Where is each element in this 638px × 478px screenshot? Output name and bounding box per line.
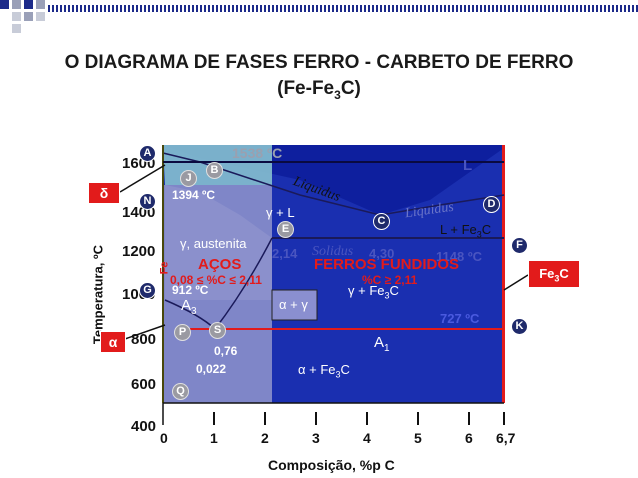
label-L: L xyxy=(463,157,473,174)
label-ferros-fundidos: FERROS FUNDIDOS xyxy=(314,256,460,273)
label-fe-vertical: Fe xyxy=(158,261,171,275)
label-1394: 1394 ºC xyxy=(172,188,216,202)
label-912: 912 ºC xyxy=(172,283,209,297)
point-J: J xyxy=(180,170,197,187)
point-K: K xyxy=(511,318,528,335)
page-title-line2: (Fe-Fe3C) xyxy=(277,78,361,102)
label-2-14: 2,14 xyxy=(272,246,298,261)
x-tick-6-7: 6,7 xyxy=(496,430,516,446)
x-ticks xyxy=(213,412,505,425)
label-0-022: 0,022 xyxy=(196,362,227,376)
x-tick-5: 5 xyxy=(414,430,422,446)
label-ferros-range: %C ≥ 2,11 xyxy=(362,273,418,287)
point-A: A xyxy=(139,145,156,162)
corner-decoration xyxy=(0,0,60,36)
point-E: E xyxy=(277,221,294,238)
label-4-30: 4,30 xyxy=(369,246,395,261)
x-tick-6: 6 xyxy=(465,430,473,446)
acm-curve xyxy=(214,237,273,330)
x-tick-2: 2 xyxy=(261,430,269,446)
liquidus-line xyxy=(162,152,505,216)
label-gamma-Fe3C: γ + Fe3C xyxy=(348,283,399,301)
point-D: D xyxy=(483,196,500,213)
cementite-line xyxy=(502,145,505,403)
alpha-box: α xyxy=(100,331,126,353)
label-alpha-gamma: α + γ xyxy=(279,297,308,312)
fe3c-box: Fe3C xyxy=(528,260,580,288)
x-axis-title: Composição, %p C xyxy=(268,457,395,473)
label-gamma-L: γ + L xyxy=(266,205,295,220)
point-S: S xyxy=(209,322,226,339)
label-1538: 1538 ºC xyxy=(232,145,283,161)
label-0-76: 0,76 xyxy=(214,344,238,358)
label-A3: A3 xyxy=(181,297,197,317)
label-solidus: Solidus xyxy=(312,244,354,259)
point-G: G xyxy=(139,282,156,299)
austenite-upper xyxy=(165,185,272,300)
x-tick-4: 4 xyxy=(363,430,371,446)
label-gamma-austenita: γ, austenita xyxy=(180,236,247,251)
point-B: B xyxy=(206,162,223,179)
page-title-line1: O DIAGRAMA DE FASES FERRO - CARBETO DE F… xyxy=(64,52,574,73)
label-1148: 1148 ºC xyxy=(436,249,482,264)
alpha-gamma-box xyxy=(271,289,318,321)
y-tick-600: 600 xyxy=(131,376,157,393)
label-acos: AÇOS xyxy=(198,256,242,273)
label-alpha-Fe3C: α + Fe3C xyxy=(298,362,350,380)
point-P: P xyxy=(174,324,191,341)
x-tick-0: 0 xyxy=(160,430,168,446)
label-L-Fe3C: L + Fe3C xyxy=(440,222,492,240)
label-A1: A1 xyxy=(374,334,390,354)
y-tick-400: 400 xyxy=(131,418,157,435)
delta-box: δ xyxy=(88,182,120,204)
x-tick-3: 3 xyxy=(312,430,320,446)
point-Q: Q xyxy=(172,383,189,400)
point-C: C xyxy=(373,213,390,230)
y-tick-1200: 1200 xyxy=(122,243,156,260)
x-tick-1: 1 xyxy=(210,430,218,446)
point-N: N xyxy=(139,193,156,210)
header-stripe xyxy=(48,5,638,12)
label-acos-range: 0,08 ≤ %C ≤ 2,11 xyxy=(170,273,262,287)
y-tick-800: 800 xyxy=(131,331,157,348)
label-727: 727 ºC xyxy=(440,311,480,326)
point-F: F xyxy=(511,237,528,254)
